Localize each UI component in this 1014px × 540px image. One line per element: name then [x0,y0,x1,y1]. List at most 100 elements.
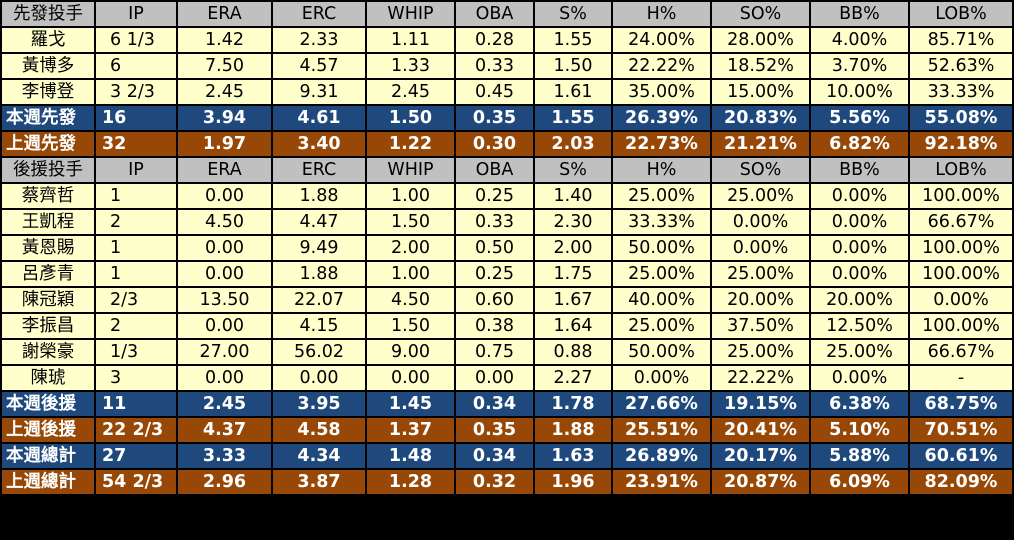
stat-so: 37.50% [712,314,811,340]
pitcher-name: 李振昌 [0,314,96,340]
stat-lob: 66.67% [910,210,1014,236]
column-header-bb: BB% [811,0,910,28]
stat-h: 25.00% [613,262,712,288]
reliever-row: 陳冠穎 2/3 13.50 22.07 4.50 0.60 1.67 40.00% 20.00%… [0,288,1014,314]
stat-era: 2.96 [178,470,273,496]
stat-era: 7.50 [178,54,273,80]
stat-s: 1.40 [535,184,613,210]
stat-oba: 0.35 [456,418,535,444]
stat-h: 33.33% [613,210,712,236]
stat-bb: 6.82% [811,132,910,158]
column-header-lob: LOB% [910,0,1014,28]
stat-whip: 4.50 [367,288,456,314]
stat-whip: 1.48 [367,444,456,470]
stat-ip: 2 [96,210,178,236]
stat-erc: 4.15 [273,314,367,340]
stat-oba: 0.28 [456,28,535,54]
stat-s: 2.30 [535,210,613,236]
stat-oba: 0.25 [456,262,535,288]
stat-oba: 0.33 [456,210,535,236]
stat-so: 25.00% [712,184,811,210]
stat-erc: 0.00 [273,366,367,392]
stat-so: 20.83% [712,106,811,132]
relievers-header-label: 後援投手 [0,158,96,184]
stat-lob: 52.63% [910,54,1014,80]
stat-ip: 54 2/3 [96,470,178,496]
stat-so: 20.41% [712,418,811,444]
stat-era: 2.45 [178,392,273,418]
stat-so: 20.87% [712,470,811,496]
stat-lob: 92.18% [910,132,1014,158]
starters-this-week-row: 本週先發 16 3.94 4.61 1.50 0.35 1.55 26.39% 20.83% 5.… [0,106,1014,132]
column-header-bb: BB% [811,158,910,184]
stat-whip: 1.37 [367,418,456,444]
starter-row: 李博登 3 2/3 2.45 9.31 2.45 0.45 1.61 35.00% 15.00%… [0,80,1014,106]
stat-s: 1.67 [535,288,613,314]
pitching-stats-table: 先發投手 IP ERA ERC WHIP OBA S% H% SO% BB% LOB% 羅戈 6 1/3… [0,0,1014,496]
stat-bb: 6.38% [811,392,910,418]
column-header-s: S% [535,0,613,28]
stat-so: 21.21% [712,132,811,158]
stat-h: 25.00% [613,184,712,210]
stat-ip: 6 1/3 [96,28,178,54]
stat-erc: 1.88 [273,262,367,288]
reliever-row: 黃恩賜 1 0.00 9.49 2.00 0.50 2.00 50.00% 0.00% 0.00%… [0,236,1014,262]
stat-ip: 1 [96,262,178,288]
stat-s: 1.55 [535,106,613,132]
stat-s: 1.61 [535,80,613,106]
stat-lob: - [910,366,1014,392]
stat-bb: 0.00% [811,366,910,392]
starter-row: 黃博多 6 7.50 4.57 1.33 0.33 1.50 22.22% 18.52% 3.70… [0,54,1014,80]
stat-s: 1.88 [535,418,613,444]
stat-bb: 4.00% [811,28,910,54]
stat-h: 50.00% [613,236,712,262]
stat-lob: 60.61% [910,444,1014,470]
stat-oba: 0.33 [456,54,535,80]
stat-h: 27.66% [613,392,712,418]
stat-so: 25.00% [712,340,811,366]
stat-oba: 0.30 [456,132,535,158]
stat-erc: 22.07 [273,288,367,314]
stat-erc: 4.58 [273,418,367,444]
stat-h: 22.73% [613,132,712,158]
stat-erc: 4.61 [273,106,367,132]
stat-ip: 32 [96,132,178,158]
starters-header-label: 先發投手 [0,0,96,28]
stat-oba: 0.25 [456,184,535,210]
starter-row: 羅戈 6 1/3 1.42 2.33 1.11 0.28 1.55 24.00% 28.00% 4… [0,28,1014,54]
stat-era: 0.00 [178,314,273,340]
stat-erc: 3.40 [273,132,367,158]
stat-so: 20.00% [712,288,811,314]
stat-so: 20.17% [712,444,811,470]
starters-header-row: 先發投手 IP ERA ERC WHIP OBA S% H% SO% BB% LOB% [0,0,1014,28]
stat-so: 25.00% [712,262,811,288]
stat-erc: 56.02 [273,340,367,366]
stat-oba: 0.50 [456,236,535,262]
relievers-last-week-row: 上週後援 22 2/3 4.37 4.58 1.37 0.35 1.88 25.51% 20.4… [0,418,1014,444]
stat-era: 0.00 [178,366,273,392]
pitcher-name: 黃博多 [0,54,96,80]
stat-era: 4.37 [178,418,273,444]
pitching-stats-body: 先發投手 IP ERA ERC WHIP OBA S% H% SO% BB% LOB% 羅戈 6 1/3… [0,0,1014,496]
totals-this-week-row: 本週總計 27 3.33 4.34 1.48 0.34 1.63 26.89% 20.17% 5.… [0,444,1014,470]
stat-s: 1.78 [535,392,613,418]
stat-whip: 1.11 [367,28,456,54]
stat-era: 13.50 [178,288,273,314]
column-header-era: ERA [178,0,273,28]
column-header-oba: OBA [456,158,535,184]
relievers-this-week-row: 本週後援 11 2.45 3.95 1.45 0.34 1.78 27.66% 19.15% 6.… [0,392,1014,418]
stat-era: 27.00 [178,340,273,366]
stat-lob: 55.08% [910,106,1014,132]
stat-so: 0.00% [712,210,811,236]
pitcher-name: 本週總計 [0,444,96,470]
stat-oba: 0.45 [456,80,535,106]
stat-erc: 3.95 [273,392,367,418]
stat-lob: 100.00% [910,236,1014,262]
stat-whip: 1.33 [367,54,456,80]
column-header-h: H% [613,158,712,184]
stat-lob: 85.71% [910,28,1014,54]
stat-h: 0.00% [613,366,712,392]
column-header-whip: WHIP [367,158,456,184]
pitcher-name: 王凱程 [0,210,96,236]
column-header-so: SO% [712,0,811,28]
